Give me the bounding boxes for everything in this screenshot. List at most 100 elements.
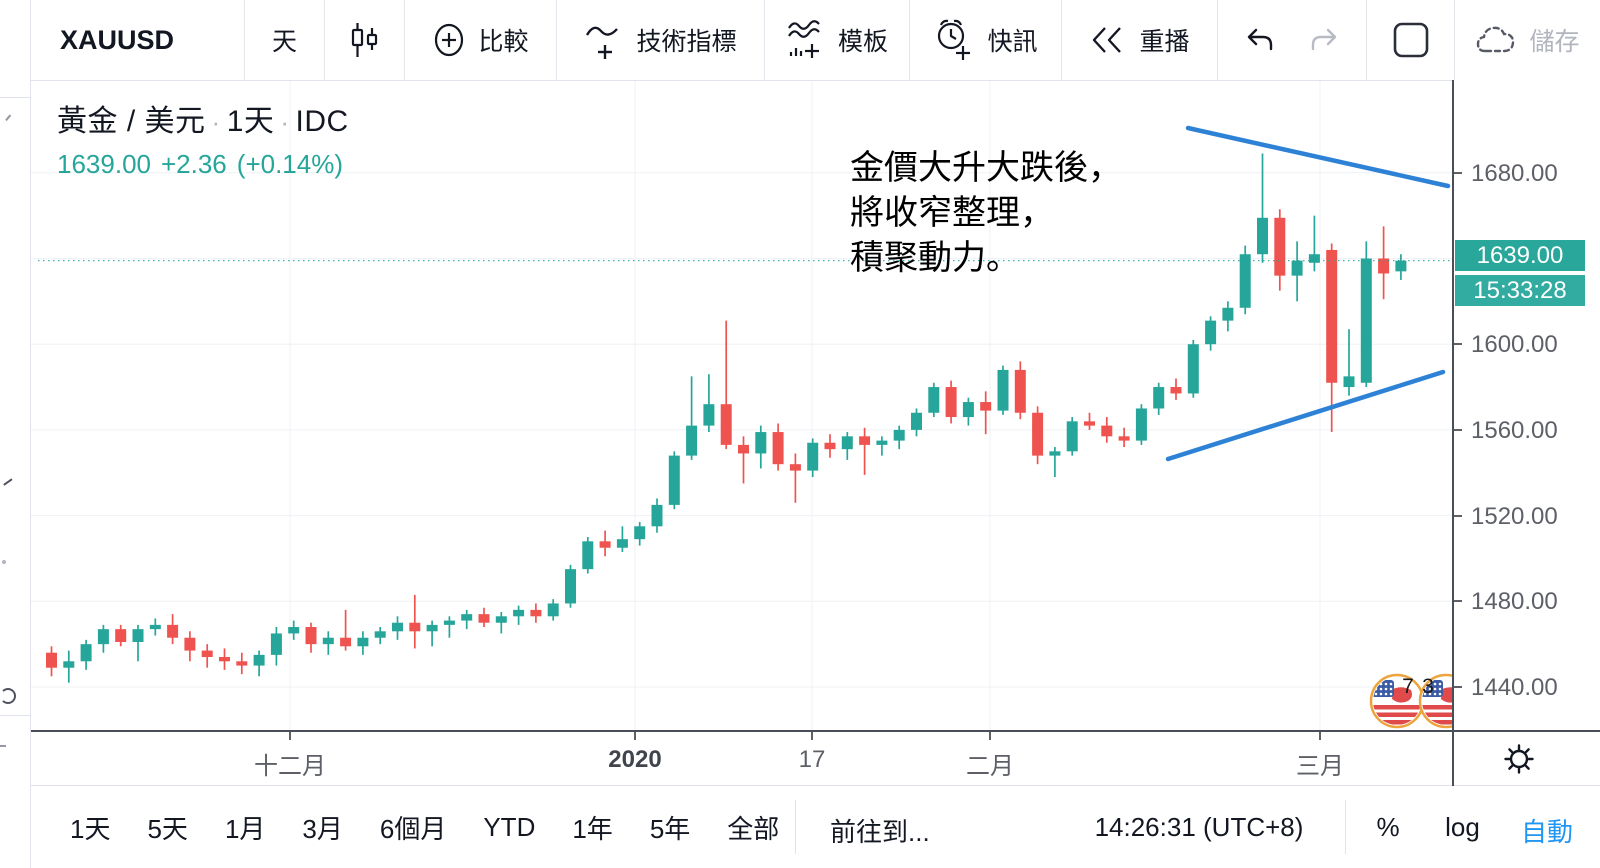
symbol-button[interactable]: XAUUSD bbox=[30, 0, 245, 80]
candle bbox=[668, 451, 680, 510]
candle bbox=[565, 564, 576, 608]
candle bbox=[270, 627, 282, 666]
candle bbox=[1118, 427, 1130, 448]
shapes-icon[interactable] bbox=[0, 688, 16, 704]
range-button-5年[interactable]: 5年 bbox=[649, 813, 691, 844]
candle bbox=[1239, 245, 1251, 315]
candle bbox=[616, 526, 628, 553]
candle bbox=[340, 609, 352, 651]
candle bbox=[789, 453, 801, 503]
range-button-6個月[interactable]: 6個月 bbox=[379, 813, 447, 844]
text-annotation[interactable]: 金價大升大跌後， 將收窄整理， 積聚動力。 bbox=[850, 146, 1122, 281]
auto-scale-button[interactable]: 自動 bbox=[1520, 817, 1573, 847]
candle bbox=[1308, 215, 1320, 272]
candle bbox=[824, 434, 836, 458]
annotation-line: 將收窄整理， bbox=[850, 194, 1054, 232]
price-axis[interactable]: 1680.00 1600.00 1560.00 1520.00 1480.00 1440.… bbox=[1454, 80, 1600, 730]
time-tick bbox=[634, 732, 636, 740]
candle bbox=[807, 438, 819, 478]
candle bbox=[1326, 243, 1338, 433]
crosshair-icon[interactable] bbox=[0, 109, 12, 122]
candle bbox=[357, 631, 369, 655]
price-axis-label: 1560.00 bbox=[1471, 416, 1558, 444]
gear-icon[interactable] bbox=[1503, 743, 1535, 775]
templates-button[interactable]: 模板 bbox=[765, 0, 910, 80]
time-axis[interactable]: 十二月 2020 17 二月 三月 bbox=[30, 730, 1600, 786]
range-button-1天[interactable]: 1天 bbox=[70, 813, 111, 844]
candle bbox=[374, 627, 386, 645]
candle bbox=[703, 374, 715, 433]
candle bbox=[841, 432, 853, 460]
candle bbox=[1153, 382, 1165, 415]
range-button-1年[interactable]: 1年 bbox=[572, 813, 613, 844]
price-tick bbox=[1454, 428, 1462, 431]
templates-label: 模板 bbox=[837, 28, 888, 56]
candle bbox=[184, 631, 196, 662]
candle bbox=[236, 652, 248, 675]
us-flag-icon[interactable] bbox=[1369, 673, 1425, 729]
square-layout-icon bbox=[1391, 20, 1431, 60]
goto-date-button[interactable]: 前往到... bbox=[830, 817, 930, 847]
toolbar-divider bbox=[795, 800, 796, 854]
candle bbox=[46, 646, 57, 677]
candle bbox=[1222, 301, 1234, 332]
candle bbox=[409, 594, 421, 649]
candle bbox=[1101, 417, 1113, 443]
annotation-line: 積聚動力。 bbox=[850, 239, 1020, 277]
log-scale-button[interactable]: log bbox=[1445, 812, 1480, 842]
layout-button[interactable] bbox=[1367, 0, 1455, 80]
candle bbox=[686, 376, 698, 460]
price-axis-border bbox=[1452, 80, 1454, 786]
compare-button[interactable]: 比較 bbox=[405, 0, 557, 80]
clock-timezone[interactable]: 14:26:31 (UTC+8) bbox=[1094, 812, 1304, 842]
range-button-YTD[interactable]: YTD bbox=[483, 811, 536, 842]
candle bbox=[893, 425, 905, 450]
last-price-badge: 1639.00 bbox=[1455, 240, 1585, 271]
chart-type-button[interactable] bbox=[325, 0, 405, 80]
undo-redo-group bbox=[1218, 0, 1367, 80]
us-flag-icon[interactable] bbox=[1418, 673, 1452, 729]
symbol-legend[interactable]: 黃金 / 美元 · 1天 · IDC 1639.00 +2.36 (+0.14%) bbox=[57, 96, 353, 180]
range-button-1月[interactable]: 1月 bbox=[224, 813, 266, 844]
price-axis-label: 1480.00 bbox=[1471, 588, 1558, 616]
symbol-label: XAUUSD bbox=[60, 24, 175, 55]
indicators-button[interactable]: 技術指標 bbox=[557, 0, 765, 80]
range-button-全部[interactable]: 全部 bbox=[727, 813, 780, 844]
interval-button[interactable]: 天 bbox=[245, 0, 325, 80]
candle bbox=[530, 603, 542, 623]
date-range-buttons: 1天 5天 1月 3月 6個月 YTD 1年 5年 全部 bbox=[70, 786, 779, 868]
candle bbox=[1291, 241, 1303, 302]
redo-arrow-icon[interactable] bbox=[1309, 27, 1339, 53]
time-tick bbox=[289, 732, 291, 740]
event-count: 3 bbox=[1422, 675, 1434, 698]
undo-arrow-icon[interactable] bbox=[1245, 27, 1275, 53]
time-axis-label: 十二月 bbox=[254, 753, 326, 780]
indicator-template-icon bbox=[786, 18, 826, 62]
wave-plus-icon bbox=[584, 19, 624, 61]
replay-button[interactable]: 重播 bbox=[1062, 0, 1218, 80]
candle bbox=[1395, 254, 1407, 280]
legend-separator: · bbox=[211, 107, 221, 137]
trendline[interactable] bbox=[1185, 125, 1451, 189]
range-button-3月[interactable]: 3月 bbox=[302, 813, 343, 844]
trendline[interactable] bbox=[1165, 369, 1446, 462]
bottom-toolbar: 1天 5天 1月 3月 6個月 YTD 1年 5年 全部 前往到... 14:26:31 (UT… bbox=[30, 786, 1600, 868]
dot-icon bbox=[2, 560, 6, 564]
candle bbox=[755, 425, 767, 469]
candle bbox=[1049, 447, 1061, 478]
drawing-toolbar[interactable] bbox=[0, 0, 31, 868]
save-button[interactable]: 儲存 bbox=[1455, 0, 1600, 80]
candle bbox=[288, 620, 300, 640]
pencil-icon[interactable] bbox=[0, 470, 13, 486]
price-tick bbox=[1454, 171, 1462, 174]
range-button-5天[interactable]: 5天 bbox=[147, 813, 188, 844]
rewind-icon bbox=[1089, 24, 1127, 56]
interval-label: 天 bbox=[271, 28, 297, 56]
candle bbox=[63, 650, 75, 683]
percent-scale-button[interactable]: % bbox=[1376, 812, 1400, 842]
price-axis-label: 1600.00 bbox=[1471, 331, 1558, 359]
alerts-button[interactable]: 快訊 bbox=[910, 0, 1062, 80]
candle bbox=[1066, 417, 1078, 456]
